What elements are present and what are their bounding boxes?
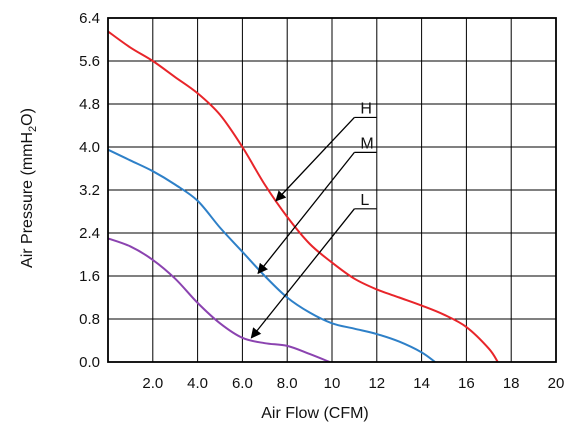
- curve-label-h: H: [360, 100, 372, 117]
- series-group: [107, 30, 499, 363]
- series-line-m: [107, 148, 436, 363]
- x-tick-label-6: 14: [413, 375, 430, 392]
- plot-frame: [107, 17, 557, 363]
- y-tick-label-4: 3.2: [79, 182, 100, 199]
- curve-label-l: L: [360, 192, 369, 209]
- x-tick-label-9: 20: [548, 375, 565, 392]
- x-tick-label-1: 4.0: [187, 375, 208, 392]
- annotations-group: H M L: [250, 100, 377, 339]
- curve-pointer-arrow-m: [257, 151, 355, 275]
- y-tick-label-7: 5.6: [79, 53, 100, 70]
- x-tick-label-7: 16: [458, 375, 475, 392]
- x-tick-label-8: 18: [503, 375, 520, 392]
- y-axis-title: Air Pressure (mmH2O): [19, 108, 39, 268]
- x-tick-label-2: 6.0: [232, 375, 253, 392]
- x-tick-label-3: 8.0: [277, 375, 298, 392]
- x-tick-label-0: 2.0: [142, 375, 163, 392]
- x-tick-label-4: 10: [324, 375, 341, 392]
- x-axis-title: Air Flow (CFM): [261, 405, 369, 422]
- curve-pointer-arrow-h: [275, 116, 355, 202]
- tick-labels: 2.0 4.0 6.0 8.0 10 12 14 16 18 20 0.0 0.8 1.6 2.4 3.2 4…: [79, 10, 564, 392]
- axes: [107, 17, 557, 363]
- series-line-h: [107, 30, 499, 363]
- y-tick-label-2: 1.6: [79, 268, 100, 285]
- y-tick-label-1: 0.8: [79, 311, 100, 328]
- curve-label-m: M: [360, 135, 373, 152]
- series-line-l: [107, 237, 331, 363]
- y-tick-label-3: 2.4: [79, 225, 100, 242]
- curve-pointer-arrow-l: [250, 208, 355, 339]
- x-tick-label-5: 12: [368, 375, 385, 392]
- y-tick-label-5: 4.0: [79, 139, 100, 156]
- y-tick-label-0: 0.0: [79, 354, 100, 371]
- y-tick-label-6: 4.8: [79, 96, 100, 113]
- grid: [108, 17, 557, 363]
- y-tick-label-8: 6.4: [79, 10, 100, 27]
